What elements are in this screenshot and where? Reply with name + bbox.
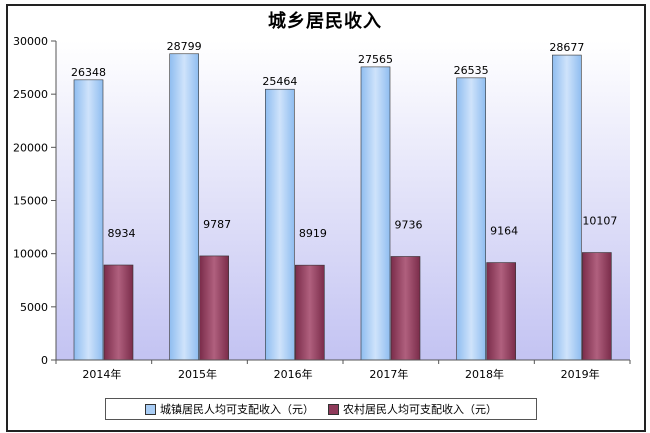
bar-urban-1 [169,53,199,361]
x-tick-label-1: 2015年 [178,367,217,381]
legend-label-rural: 农村居民人均可支配收入（元） [343,403,497,416]
legend: 城镇居民人均可支配收入（元） 农村居民人均可支配收入（元） [105,398,537,420]
data-label-urban-1: 28799 [167,40,202,53]
bar-rural-1 [199,255,229,361]
data-label-urban-2: 25464 [262,75,297,88]
data-label-rural-5: 10107 [582,215,617,228]
legend-swatch-rural [328,403,339,415]
data-label-urban-0: 26348 [71,66,106,79]
x-tick-label-4: 2018年 [465,367,504,381]
bar-urban-2 [265,88,295,361]
y-tick-label-0: 0 [41,354,48,367]
bar-rural-3 [390,256,421,361]
x-tick-label-3: 2017年 [369,367,408,381]
bar-urban-0 [73,79,104,361]
data-label-urban-5: 28677 [549,41,584,54]
x-tick-label-0: 2014年 [82,367,121,381]
data-label-rural-0: 8934 [108,227,136,240]
bar-rural-4 [486,262,516,361]
data-label-rural-1: 9787 [203,218,231,231]
chart-title: 城乡居民收入 [268,11,382,32]
plot-background [56,41,630,360]
bar-rural-2 [295,264,325,361]
y-tick-label-5: 25000 [13,88,48,101]
data-label-rural-3: 9736 [395,218,423,231]
y-tick-label-2: 10000 [13,248,48,261]
data-label-rural-2: 8919 [299,227,327,240]
data-label-urban-4: 26535 [454,64,489,77]
x-tick-label-5: 2019年 [561,367,600,381]
bar-urban-3 [360,66,391,361]
data-label-rural-4: 9164 [490,225,518,238]
x-tick-label-2: 2016年 [274,367,313,381]
y-tick-label-4: 20000 [13,141,48,154]
legend-label-urban: 城镇居民人均可支配收入（元） [160,403,314,416]
y-tick-label-1: 5000 [20,301,48,314]
y-tick-label-3: 15000 [13,195,48,208]
legend-swatch-urban [145,403,156,415]
bar-rural-0 [103,264,134,361]
legend-item-rural: 农村居民人均可支配收入（元） [328,401,497,417]
bar-rural-5 [582,252,612,361]
legend-item-urban: 城镇居民人均可支配收入（元） [145,401,314,417]
y-tick-label-6: 30000 [13,35,48,48]
bar-urban-5 [552,54,582,361]
data-label-urban-3: 27565 [358,53,393,66]
bar-urban-4 [456,77,486,361]
